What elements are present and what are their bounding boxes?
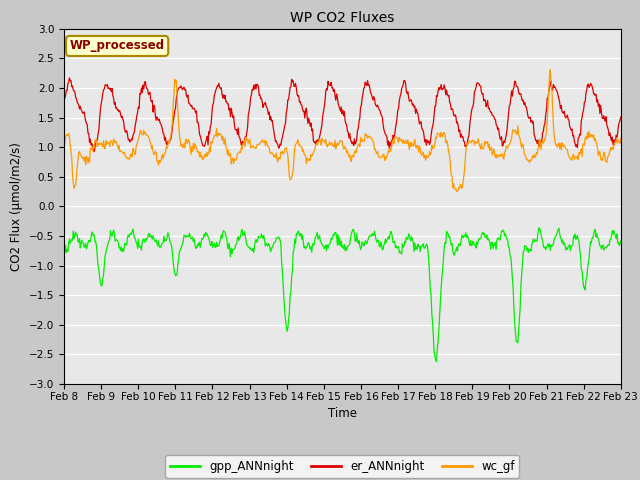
gpp_ANNnight	[60, 247, 68, 252]
gpp_ANNnight	[433, 359, 440, 364]
er_ANNnight	[71, 89, 79, 95]
Y-axis label: CO2 Flux (μmol/m2/s): CO2 Flux (μmol/m2/s)	[10, 142, 23, 271]
er_ANNnight	[428, 127, 436, 132]
gpp_ANNnight	[214, 244, 221, 250]
Text: WP_processed: WP_processed	[70, 39, 164, 52]
wc_gf	[60, 129, 68, 134]
gpp_ANNnight	[617, 238, 625, 244]
er_ANNnight	[65, 75, 73, 81]
wc_gf	[184, 139, 192, 145]
gpp_ANNnight	[70, 236, 78, 241]
Line: wc_gf: wc_gf	[64, 70, 621, 192]
er_ANNnight	[90, 149, 98, 155]
er_ANNnight	[215, 81, 223, 86]
gpp_ANNnight	[184, 234, 192, 240]
wc_gf	[617, 135, 625, 141]
wc_gf	[214, 134, 221, 140]
gpp_ANNnight	[127, 231, 135, 237]
wc_gf	[127, 151, 135, 156]
gpp_ANNnight	[535, 225, 543, 231]
er_ANNnight	[60, 97, 68, 103]
gpp_ANNnight	[410, 249, 418, 254]
er_ANNnight	[617, 114, 625, 120]
wc_gf	[547, 67, 554, 72]
wc_gf	[70, 185, 78, 191]
wc_gf	[410, 140, 418, 146]
er_ANNnight	[186, 101, 193, 107]
wc_gf	[426, 152, 434, 158]
er_ANNnight	[129, 133, 137, 139]
er_ANNnight	[412, 110, 419, 116]
Legend: gpp_ANNnight, er_ANNnight, wc_gf: gpp_ANNnight, er_ANNnight, wc_gf	[165, 455, 520, 478]
wc_gf	[452, 189, 460, 194]
Line: er_ANNnight: er_ANNnight	[64, 78, 621, 152]
X-axis label: Time: Time	[328, 407, 357, 420]
gpp_ANNnight	[426, 287, 434, 292]
Line: gpp_ANNnight: gpp_ANNnight	[64, 228, 621, 361]
Title: WP CO2 Fluxes: WP CO2 Fluxes	[290, 11, 395, 25]
